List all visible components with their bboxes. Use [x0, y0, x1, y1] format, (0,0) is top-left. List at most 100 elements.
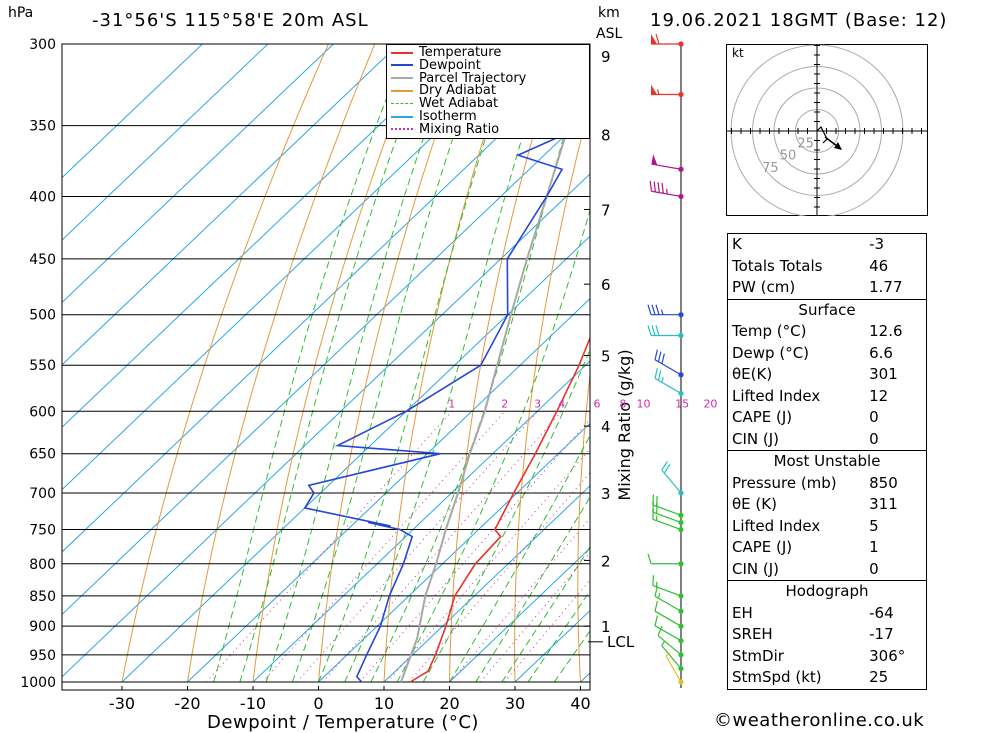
index-row-pw: PW (cm) 1.77: [732, 278, 903, 296]
wind-barb: [661, 640, 682, 669]
index-row-k: K -3: [732, 235, 885, 253]
pressure-unit-label: hPa: [8, 5, 34, 21]
surface-row: Dewp (°C) 6.6: [728, 343, 926, 365]
surface-value: 0: [869, 408, 879, 426]
hodograph-stat-value: -17: [869, 625, 894, 643]
legend-item: Dewpoint: [391, 59, 481, 72]
hodograph-title: Hodograph: [785, 582, 869, 600]
pressure-tick-label: 500: [29, 308, 56, 324]
surface-value: 12: [869, 386, 889, 405]
legend-item: Temperature: [391, 46, 501, 59]
most-unstable-row: Lifted Index 5: [728, 516, 926, 538]
hodograph-trace: [816, 125, 828, 144]
legend-swatch: [391, 128, 413, 131]
surface-row: CIN (J) 0: [728, 429, 926, 451]
wind-barb: [649, 180, 682, 198]
km-tick-label: 1: [601, 618, 611, 636]
legend-label: Temperature: [419, 45, 502, 60]
parcel-trajectory-line: [400, 57, 590, 683]
wind-barb: [654, 349, 682, 376]
x-tick-label: 40: [570, 694, 590, 713]
hodograph-ring-label: 75: [762, 161, 779, 176]
km-tick-label: 3: [601, 485, 611, 503]
wet-adiabat-line: [422, 348, 590, 683]
pressure-tick-label: 950: [29, 648, 56, 664]
legend-label: Wet Adiabat: [419, 96, 499, 112]
mixing-ratio-label: 4: [558, 397, 565, 410]
mixing-ratio-label: 3: [534, 397, 541, 410]
hodograph-stat-label: StmSpd (kt): [732, 668, 822, 686]
legend-item: Wet Adiabat: [391, 97, 498, 110]
most-unstable-value: 5: [869, 516, 879, 535]
wet-adiabat-line: [291, 44, 486, 683]
wind-barb: [654, 585, 682, 612]
pressure-tick-label: 550: [29, 358, 56, 374]
dry-adiabat-line: [449, 44, 561, 683]
most-unstable-label: θE (K): [732, 495, 777, 513]
km-tick-label: 4: [601, 418, 611, 436]
wet-adiabat-line: [318, 44, 517, 683]
isotherm-line: [62, 44, 334, 304]
wind-barb: [652, 575, 682, 597]
mixing-ratio-label: 10: [636, 397, 650, 410]
hodograph-stat-label: EH: [732, 603, 753, 622]
x-tick-label: 0: [313, 694, 323, 713]
most-unstable-label: CIN (J): [732, 559, 780, 578]
most-unstable-row: θE (K) 311: [728, 494, 926, 516]
hodograph-box: Hodograph EH -64 SREH -17 StmDir 306° StmSpd (…: [727, 581, 927, 690]
surface-label: Lifted Index: [732, 386, 821, 405]
km-tick-label: 6: [601, 276, 611, 294]
surface-row: Temp (°C) 12.6: [728, 321, 926, 343]
surface-label: Temp (°C): [732, 322, 807, 340]
wind-barb: [647, 304, 681, 316]
legend-item: Dry Adiabat: [391, 84, 496, 97]
legend-swatch: [391, 77, 413, 80]
hodograph-stat-value: -64: [869, 603, 894, 622]
hodograph-stat-row: EH -64: [728, 603, 926, 625]
wind-barb: [654, 600, 682, 627]
wind-barb: [654, 368, 682, 394]
hodograph-stat-row: StmSpd (kt) 25: [728, 667, 926, 689]
pressure-tick-label: 450: [29, 252, 56, 268]
legend-swatch: [391, 64, 413, 67]
dry-adiabat-line: [639, 44, 700, 682]
wind-barb: [657, 625, 682, 656]
km-tick-label: 2: [601, 552, 611, 570]
x-tick-label: 10: [374, 694, 394, 713]
wind-level-dot: [678, 608, 684, 614]
mixing-ratio-label: 6: [593, 397, 600, 410]
wind-barb: [647, 325, 681, 337]
lcl-label: LCL: [607, 633, 635, 651]
most-unstable-box: Most Unstable Pressure (mb) 850 θE (K) 311 L…: [727, 451, 927, 581]
datetime-title: 19.06.2021 18GMT (Base: 12): [650, 10, 948, 31]
wet-adiabat-line: [344, 44, 552, 683]
legend-label: Parcel Trajectory: [419, 70, 527, 86]
isotherm-line: [62, 173, 590, 678]
wind-barb: [661, 460, 682, 494]
legend: Temperature Dewpoint Parcel Trajectory Dry …: [386, 44, 590, 139]
legend-item: Mixing Ratio: [391, 123, 499, 136]
mixing-ratio-line: [449, 517, 590, 683]
surface-value: 301: [869, 365, 898, 383]
wind-barb: [651, 154, 682, 170]
most-unstable-value: 0: [869, 559, 879, 578]
wind-barb: [651, 84, 681, 96]
height-unit-asl: ASL: [596, 26, 623, 42]
dry-adiabat-line: [698, 44, 720, 682]
wind-barb: [654, 615, 682, 642]
hodograph-stat-row: SREH -17: [728, 624, 926, 646]
hodograph-stat-value: 25: [869, 668, 889, 686]
surface-label: CAPE (J): [732, 408, 793, 426]
wind-barb: [652, 508, 682, 531]
most-unstable-value: 311: [869, 495, 898, 513]
mixing-ratio-label: 1: [448, 397, 455, 410]
mixing-ratio-label: 20: [703, 397, 717, 410]
mixing-ratio-label: 2: [501, 397, 508, 410]
km-tick-label: 7: [601, 202, 611, 220]
surface-value: 12.6: [869, 322, 903, 340]
hodograph-ring-label: 50: [780, 149, 797, 164]
pressure-tick-label: 400: [29, 189, 56, 205]
surface-row: CAPE (J) 0: [728, 407, 926, 429]
surface-box: Surface Temp (°C) 12.6 Dewp (°C) 6.6 θE(K) 30…: [727, 299, 927, 451]
